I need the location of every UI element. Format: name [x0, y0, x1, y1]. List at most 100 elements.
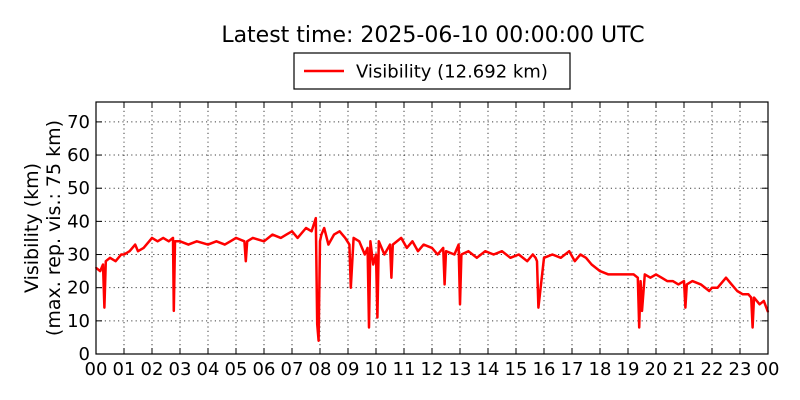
data-point: [319, 240, 321, 243]
data-point: [142, 247, 145, 249]
data-point: [750, 296, 753, 299]
x-tick-label: 21: [673, 359, 696, 380]
x-tick-label: 20: [645, 359, 668, 380]
data-point: [174, 240, 176, 243]
data-point: [369, 240, 372, 243]
data-point: [104, 260, 107, 263]
x-tick-label: 19: [617, 359, 640, 380]
data-point: [741, 293, 744, 296]
data-point: [366, 247, 369, 249]
data-point: [162, 237, 165, 239]
y-tick-label: 30: [67, 245, 90, 266]
data-point: [323, 227, 326, 229]
data-point: [314, 217, 317, 220]
data-point: [187, 243, 190, 246]
data-point: [377, 240, 380, 243]
data-point: [363, 253, 366, 256]
data-point: [400, 237, 403, 239]
x-tick-label: 22: [701, 359, 724, 380]
data-point: [279, 237, 282, 239]
y-axis-label: Visibility (km) (max. rep. vis.: 75 km): [21, 120, 65, 336]
data-point: [526, 260, 529, 263]
data-point: [443, 283, 446, 286]
data-point: [666, 280, 669, 282]
y-tick-label: 60: [67, 145, 90, 166]
data-point: [102, 263, 104, 266]
x-tick-label: 13: [449, 359, 472, 380]
data-point: [383, 253, 386, 256]
data-point: [372, 263, 375, 266]
data-point: [358, 240, 361, 243]
data-point: [223, 243, 226, 246]
data-point: [422, 243, 425, 246]
x-tick-label: 03: [169, 359, 192, 380]
data-point: [120, 253, 123, 256]
data-point: [349, 286, 352, 289]
data-point: [475, 256, 478, 259]
data-point: [436, 253, 439, 256]
data-point: [691, 280, 694, 282]
data-point: [677, 283, 680, 286]
data-point: [607, 273, 610, 276]
data-point: [643, 273, 646, 276]
data-point: [660, 276, 663, 279]
data-point: [599, 270, 601, 272]
x-tick-label: 16: [533, 359, 556, 380]
data-point: [368, 326, 370, 329]
data-point: [338, 230, 341, 233]
data-point: [639, 280, 642, 282]
data-point: [671, 280, 674, 282]
data-point: [109, 256, 111, 259]
x-tick-label: 18: [589, 359, 612, 380]
legend: Visibility (12.692 km): [293, 52, 571, 90]
x-tick-label: 17: [561, 359, 584, 380]
data-point: [333, 233, 335, 236]
data-point: [638, 326, 641, 329]
data-point: [641, 310, 643, 312]
data-point: [344, 237, 347, 239]
data-point: [543, 256, 545, 259]
data-point: [134, 243, 137, 246]
data-point: [751, 326, 754, 329]
data-point: [285, 233, 288, 236]
data-point: [442, 247, 445, 249]
y-axis-label-line1: Visibility (km): [21, 163, 43, 293]
x-tick-label: 11: [393, 359, 416, 380]
data-point: [375, 253, 377, 256]
data-point: [725, 276, 727, 279]
data-point: [492, 253, 495, 256]
data-point: [551, 253, 554, 256]
data-point: [156, 240, 159, 243]
data-point: [457, 243, 460, 246]
data-point: [405, 247, 408, 249]
x-tick-label: 05: [225, 359, 248, 380]
plot-frame: [95, 101, 769, 355]
data-point: [585, 256, 587, 259]
x-tick-label: 14: [477, 359, 500, 380]
data-point: [172, 237, 174, 239]
data-point: [537, 306, 540, 309]
y-tick-label: 10: [67, 311, 90, 332]
data-point: [655, 273, 657, 276]
series-layer: [95, 216, 770, 342]
data-point: [517, 253, 520, 256]
data-point: [296, 237, 299, 239]
data-point: [685, 283, 688, 286]
data-point: [103, 306, 106, 309]
data-point: [235, 237, 237, 239]
data-point: [215, 240, 218, 243]
data-point: [758, 303, 761, 306]
chart-title: Latest time: 2025-06-10 00:00:00 UTC: [221, 23, 644, 48]
data-point: [590, 263, 593, 266]
data-point: [348, 243, 351, 246]
y-tick-label: 0: [79, 344, 90, 365]
data-point: [762, 300, 765, 302]
data-point: [263, 240, 265, 243]
x-tick-label: 15: [505, 359, 528, 380]
data-point: [484, 250, 487, 253]
y-tick-label: 50: [67, 178, 90, 199]
data-point: [459, 303, 461, 306]
data-point: [531, 253, 534, 256]
data-point: [167, 240, 170, 243]
